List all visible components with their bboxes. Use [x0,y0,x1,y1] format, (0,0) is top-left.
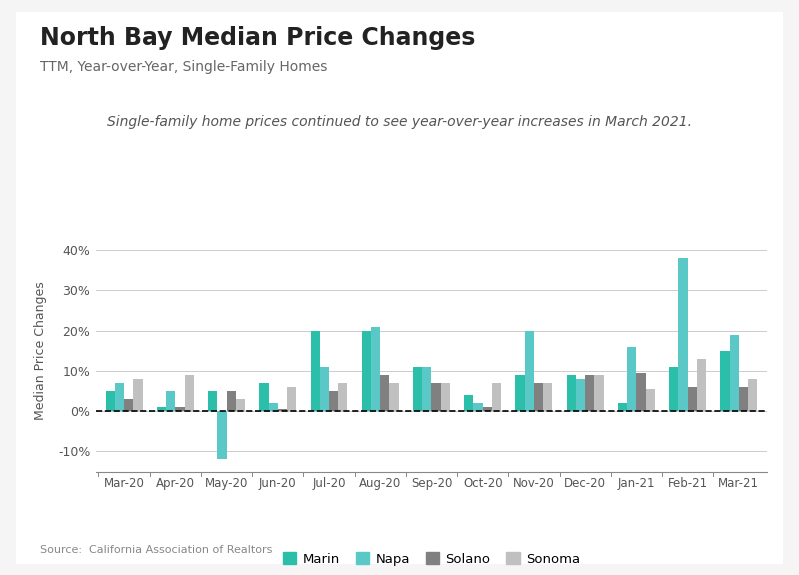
Bar [721,351,729,411]
Bar [697,359,706,411]
Bar [166,391,175,411]
Bar [413,367,422,411]
Bar [474,403,483,411]
Bar [133,379,142,411]
Bar [311,331,320,411]
Bar [464,395,474,411]
Bar [157,407,166,411]
Bar [329,391,338,411]
Bar [483,407,492,411]
Bar [208,391,217,411]
Bar [268,403,278,411]
Bar [115,383,124,411]
Bar [124,399,133,411]
Bar [492,383,501,411]
Bar [515,375,525,411]
Text: North Bay Median Price Changes: North Bay Median Price Changes [40,26,475,50]
Bar [278,409,287,411]
Bar [534,383,543,411]
Bar [576,379,585,411]
Bar [543,383,552,411]
Bar [525,331,534,411]
Bar [287,387,296,411]
Bar [585,375,594,411]
Bar [185,375,193,411]
Bar [389,383,399,411]
Bar [739,387,748,411]
Bar [227,391,236,411]
Legend: Marin, Napa, Solano, Sonoma: Marin, Napa, Solano, Sonoma [276,546,586,572]
Bar [175,407,185,411]
Bar [217,411,227,459]
Bar [338,383,348,411]
Bar [441,383,450,411]
Bar [678,258,688,411]
Bar [422,367,431,411]
Bar [105,391,115,411]
Bar [362,331,371,411]
Bar [594,375,603,411]
Bar [566,375,576,411]
Text: Source:  California Association of Realtors: Source: California Association of Realto… [40,545,272,555]
Y-axis label: Median Price Changes: Median Price Changes [34,281,47,420]
Text: TTM, Year-over-Year, Single-Family Homes: TTM, Year-over-Year, Single-Family Homes [40,60,328,74]
Bar [636,373,646,411]
Bar [729,335,739,411]
Bar [260,383,268,411]
Text: Single-family home prices continued to see year-over-year increases in March 202: Single-family home prices continued to s… [107,115,692,129]
Bar [380,375,389,411]
Bar [236,399,245,411]
Bar [688,387,697,411]
Bar [371,327,380,411]
Bar [618,403,627,411]
Bar [670,367,678,411]
Bar [627,347,636,411]
Bar [431,383,441,411]
Bar [320,367,329,411]
Bar [646,389,655,411]
Bar [748,379,757,411]
